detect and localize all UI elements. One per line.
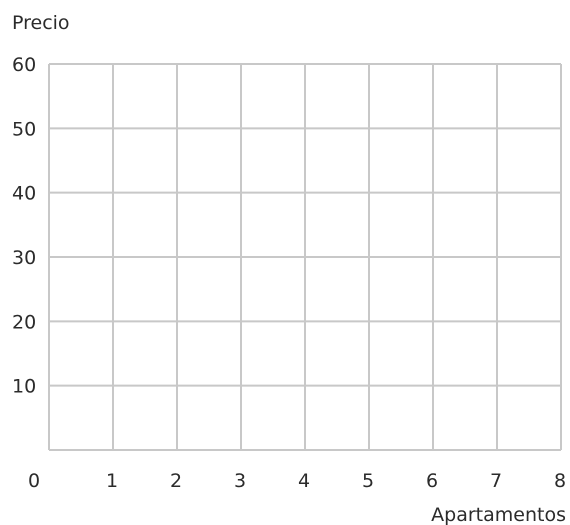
y-tick-label: 50: [12, 118, 36, 140]
y-tick-label: 10: [12, 376, 36, 398]
x-tick-label: 5: [362, 470, 374, 492]
x-tick-label: 1: [106, 470, 118, 492]
y-tick-label: 60: [12, 54, 36, 76]
y-tick-label: 40: [12, 183, 36, 205]
x-tick-labels: 1 2 3 4 5 6 7 8: [106, 470, 566, 492]
x-tick-label: 8: [554, 470, 566, 492]
grid: [48, 63, 562, 451]
x-tick-label: 4: [298, 470, 310, 492]
y-tick-label: 20: [12, 311, 36, 333]
origin-label: 0: [28, 470, 40, 492]
x-tick-label: 3: [234, 470, 246, 492]
y-tick-label: 30: [12, 247, 36, 269]
x-tick-label: 7: [490, 470, 502, 492]
x-axis-label: Apartamentos: [431, 504, 566, 525]
y-axis-label: Precio: [12, 12, 70, 34]
x-tick-label: 2: [170, 470, 182, 492]
x-tick-label: 6: [426, 470, 438, 492]
y-tick-labels: 10 20 30 40 50 60: [12, 54, 36, 398]
